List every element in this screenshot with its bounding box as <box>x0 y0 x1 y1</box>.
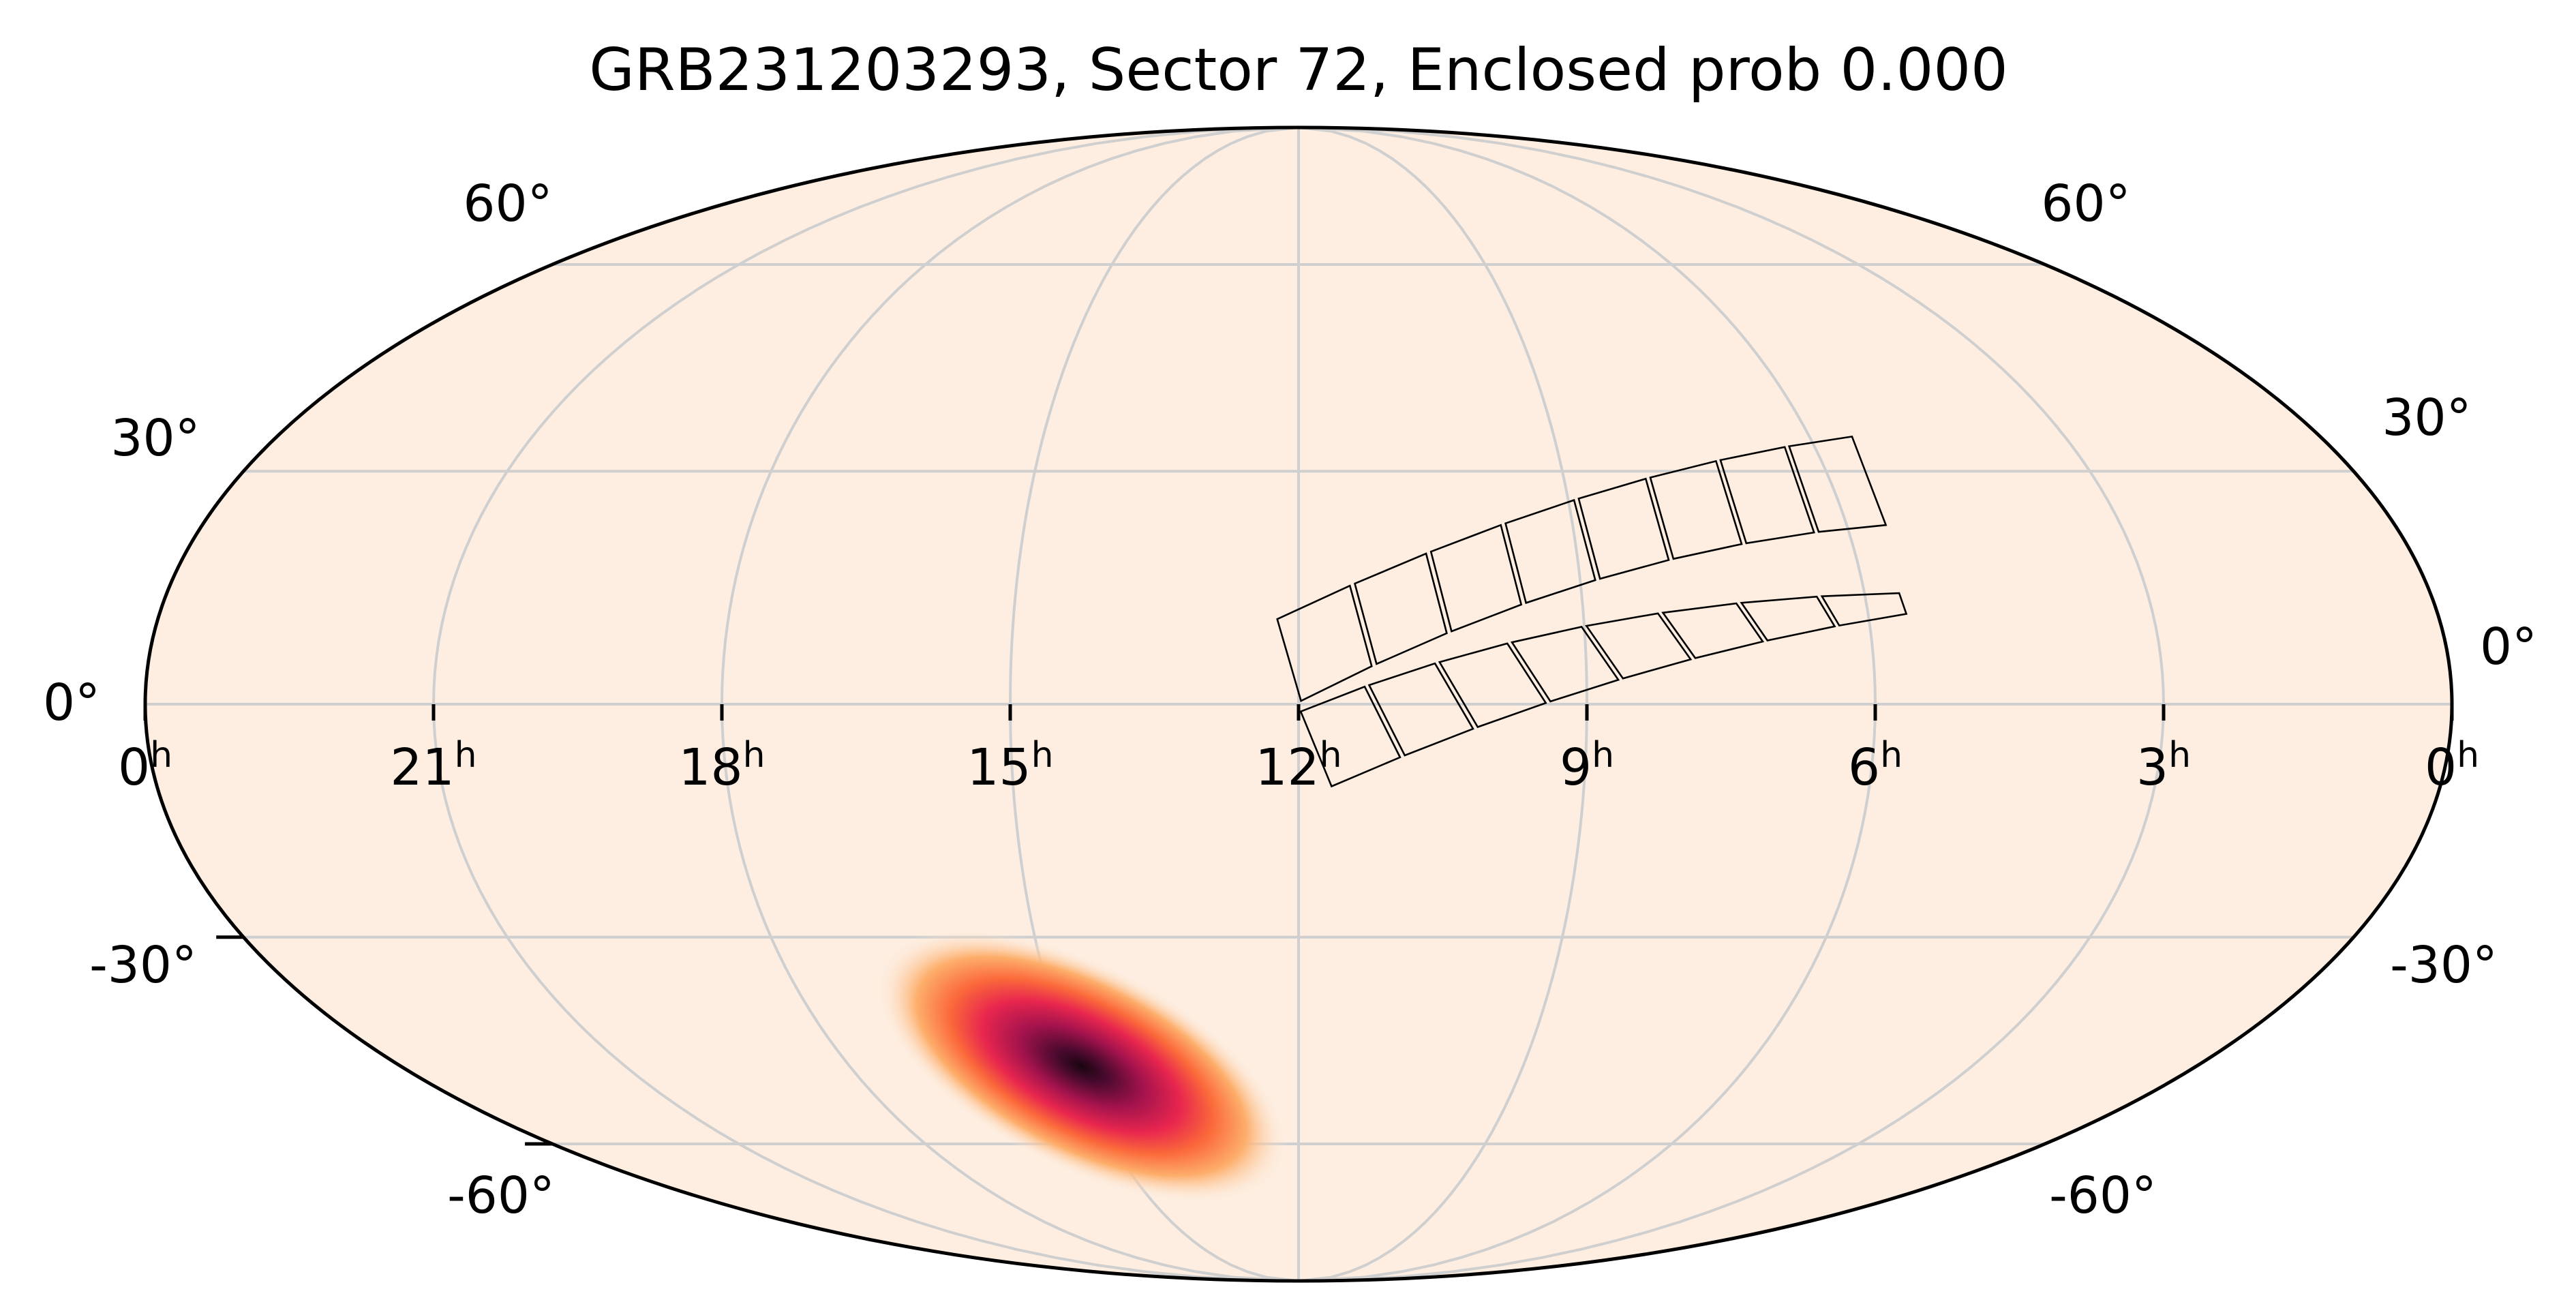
dec-tick-label-left: -30° <box>89 936 197 995</box>
ra-unit-superscript: h <box>2457 735 2479 776</box>
dec-tick-labels-left: 60° 30° 0° -30° -60° <box>43 175 555 1225</box>
ra-tick-label: 3h <box>2136 735 2191 797</box>
ccd-tile <box>1787 435 1888 533</box>
ra-unit-superscript: h <box>455 735 477 776</box>
probability-peak <box>875 929 1288 1203</box>
probability-heatmap <box>875 929 1288 1203</box>
ra-unit-superscript: h <box>150 735 172 776</box>
ra-unit-superscript: h <box>1592 735 1614 776</box>
ra-unit-superscript: h <box>2168 735 2191 776</box>
ccd-tile <box>1585 612 1693 680</box>
dec-tick-label-left: 30° <box>110 409 200 468</box>
dec-tick-label-left: -60° <box>447 1166 555 1225</box>
dec-tick-label-right: 30° <box>2382 389 2471 447</box>
ra-tick-labels: 0h 21h 18h 15h 12h 9h 6h 3h 0h <box>118 735 2479 797</box>
ra-tick-marks <box>143 704 2454 1146</box>
ccd-tile <box>1820 592 1908 627</box>
ccd-tile <box>1353 552 1448 665</box>
ccd-tile <box>1504 498 1596 605</box>
footprint-lower-row <box>1299 592 1908 788</box>
ccd-tile <box>1661 602 1765 659</box>
ra-tick-label: 0h <box>2425 735 2479 797</box>
dec-tick-label-left: 60° <box>463 175 552 233</box>
ra-unit-superscript: h <box>1880 735 1903 776</box>
ccd-tile <box>1510 626 1620 703</box>
dec-tick-label-left: 0° <box>43 674 100 732</box>
ccd-tile <box>1438 642 1547 729</box>
ccd-tile <box>1276 584 1373 703</box>
dec-tick-label-right: 0° <box>2480 618 2537 676</box>
dec-tick-label-right: 60° <box>2041 175 2130 233</box>
dec-tick-label-right: -30° <box>2390 936 2498 995</box>
dec-tick-label-right: -60° <box>2049 1166 2157 1225</box>
sector-footprint <box>1276 435 1908 788</box>
ra-tick-label: 18h <box>678 735 765 797</box>
footprint-upper-row <box>1276 435 1888 703</box>
ccd-tile <box>1367 662 1474 757</box>
ccd-tile <box>1740 595 1836 641</box>
ccd-tile <box>1299 685 1401 788</box>
ccd-tile <box>1429 524 1523 633</box>
ra-unit-superscript: h <box>1320 735 1342 776</box>
ra-unit-superscript: h <box>1031 735 1054 776</box>
chart-title: GRB231203293, Sector 72, Enclosed prob 0… <box>589 36 2008 104</box>
ccd-tile <box>1649 459 1743 560</box>
ccd-tile <box>1577 477 1670 580</box>
ccd-tile <box>1719 446 1815 545</box>
dec-tick-labels-right: 60° 30° 0° -30° -60° <box>2041 175 2537 1225</box>
ra-tick-label: 9h <box>1560 735 1614 797</box>
ra-unit-superscript: h <box>743 735 766 776</box>
